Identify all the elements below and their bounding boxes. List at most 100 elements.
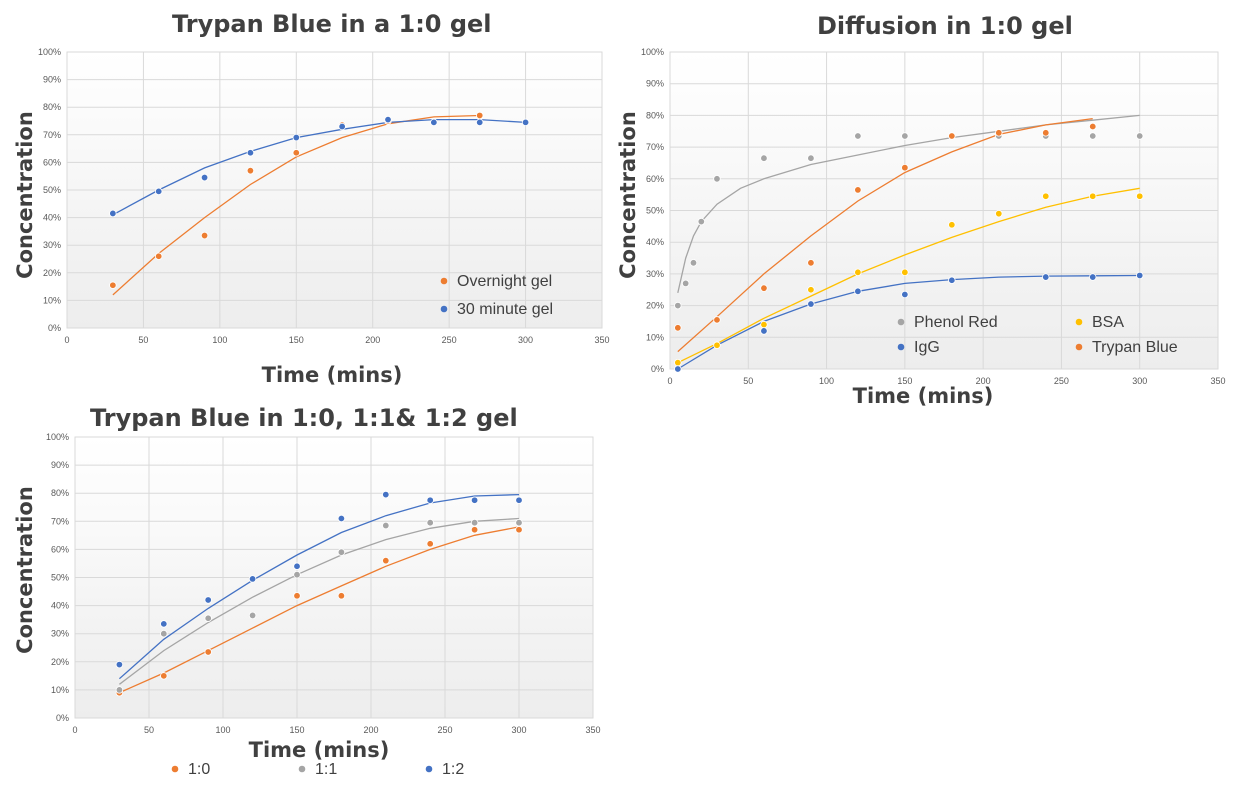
data-point-phenol-red	[689, 259, 698, 267]
legend-marker	[1075, 318, 1083, 326]
data-point-overnight-gel	[200, 231, 209, 240]
data-point-overnight-gel	[155, 252, 163, 260]
trendline-trypan-blue	[677, 117, 1093, 353]
y-tick-label: 10%	[646, 332, 664, 342]
x-tick-label: 100	[819, 376, 834, 386]
data-point-trypan-blue	[713, 316, 721, 324]
data-point-bsa	[1042, 192, 1050, 200]
data-point-1-1	[115, 686, 124, 694]
y-tick-label: 40%	[646, 237, 664, 247]
y-tick-label: 50%	[646, 206, 664, 216]
data-point-overnight-gel	[292, 149, 300, 157]
y-axis-title: Concentration	[616, 111, 640, 279]
legend-label: 1:1	[315, 761, 337, 778]
data-point-igg	[854, 287, 862, 296]
data-point-30-minute-gel	[246, 149, 255, 157]
legend-marker	[1075, 343, 1083, 351]
data-point-igg	[760, 327, 768, 335]
plot-border	[74, 436, 594, 719]
data-point-igg	[901, 290, 909, 299]
data-point-trypan-blue	[807, 259, 815, 267]
legend-marker	[897, 343, 905, 351]
legend-marker	[440, 305, 448, 313]
data-point-overnight-gel	[109, 281, 117, 289]
x-tick-label: 0	[667, 376, 672, 386]
legend-label: Trypan Blue	[1092, 339, 1178, 356]
y-tick-label: 50%	[51, 573, 69, 583]
y-tick-label: 30%	[43, 240, 61, 250]
y-tick-label: 90%	[646, 79, 664, 89]
y-tick-label: 80%	[43, 102, 61, 112]
legend-marker	[897, 318, 905, 326]
data-point-bsa	[948, 221, 956, 229]
y-tick-label: 20%	[646, 301, 664, 311]
y-tick-label: 90%	[51, 460, 69, 470]
legend-marker	[171, 765, 179, 773]
data-point-1-0	[470, 526, 479, 534]
chart-title: Diffusion in 1:0 gel	[817, 12, 1073, 40]
x-tick-label: 250	[1054, 376, 1069, 386]
data-point-overnight-gel	[476, 111, 484, 120]
data-point-30-minute-gel	[384, 115, 392, 124]
data-point-trypan-blue	[760, 284, 768, 292]
data-point-1-2	[160, 620, 168, 628]
data-point-phenol-red	[697, 217, 706, 226]
data-point-igg	[1089, 273, 1097, 281]
y-tick-label: 10%	[51, 685, 69, 695]
x-tick-label: 350	[585, 725, 600, 735]
data-point-phenol-red	[807, 154, 815, 162]
x-tick-label: 100	[215, 725, 230, 735]
trendline-30-minute-gel	[112, 118, 526, 216]
data-point-bsa	[807, 286, 815, 294]
data-point-30-minute-gel	[338, 122, 346, 131]
data-point-trypan-blue	[674, 324, 682, 332]
data-point-igg	[674, 365, 682, 373]
data-point-1-0	[337, 592, 346, 600]
y-tick-label: 30%	[51, 629, 69, 639]
trendline-1-0	[119, 526, 520, 694]
data-point-1-2	[382, 490, 390, 499]
data-point-phenol-red	[713, 175, 721, 183]
data-point-igg	[1136, 271, 1144, 280]
data-point-trypan-blue	[995, 129, 1003, 137]
legend-marker	[440, 277, 448, 285]
data-point-phenol-red	[674, 301, 682, 310]
legend-label: 30 minute gel	[457, 301, 553, 318]
legend-label: BSA	[1092, 314, 1124, 331]
x-tick-label: 150	[289, 725, 304, 735]
data-point-1-2	[115, 660, 124, 669]
y-tick-label: 80%	[646, 110, 664, 120]
x-tick-label: 300	[518, 335, 533, 345]
data-point-1-2	[204, 596, 212, 604]
x-tick-label: 350	[1210, 376, 1225, 386]
data-point-1-2	[426, 496, 434, 504]
data-point-1-1	[160, 629, 168, 638]
data-point-30-minute-gel	[430, 118, 438, 127]
data-point-1-2	[337, 514, 346, 523]
trendline-igg	[677, 274, 1140, 370]
data-point-phenol-red	[1136, 132, 1144, 140]
x-tick-label: 250	[437, 725, 452, 735]
data-point-phenol-red	[1089, 132, 1097, 140]
data-point-1-0	[160, 672, 168, 680]
data-point-igg	[807, 300, 815, 308]
data-point-1-1	[515, 519, 523, 527]
data-point-1-2	[293, 562, 301, 570]
data-point-30-minute-gel	[109, 209, 117, 218]
y-tick-label: 10%	[43, 295, 61, 305]
data-point-phenol-red	[681, 279, 690, 288]
x-tick-label: 200	[365, 335, 380, 345]
x-tick-label: 250	[442, 335, 457, 345]
plot-border	[66, 51, 603, 329]
y-tick-label: 40%	[43, 213, 61, 223]
x-axis-title: Time (mins)	[853, 384, 994, 408]
y-tick-label: 90%	[43, 75, 61, 85]
data-point-1-0	[515, 526, 523, 534]
chart-title: Trypan Blue in a 1:0 gel	[172, 10, 492, 38]
data-point-1-1	[470, 519, 479, 527]
x-tick-label: 300	[511, 725, 526, 735]
data-point-30-minute-gel	[155, 187, 163, 196]
y-axis-title: Concentration	[13, 486, 37, 654]
data-point-bsa	[995, 209, 1003, 218]
data-point-trypan-blue	[901, 164, 909, 172]
